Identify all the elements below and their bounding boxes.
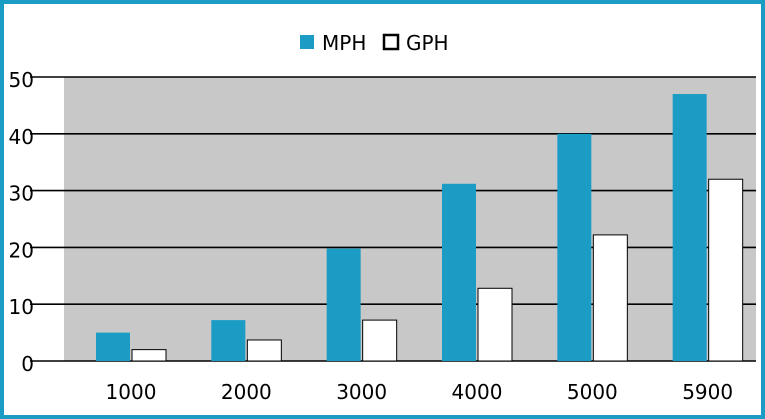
- x-tick-label: 4000: [452, 380, 503, 404]
- plot-area: [64, 77, 756, 361]
- x-tick-label: 2000: [221, 380, 272, 404]
- legend-label-mph: MPH: [322, 31, 366, 55]
- bar-mph-4000: [442, 183, 476, 361]
- legend-swatch-gph: [382, 33, 400, 51]
- x-tick-label: 1000: [106, 380, 157, 404]
- x-axis: 1000 2000 3000 4000 5000 5900: [106, 380, 734, 404]
- y-tick-label: 0: [21, 352, 34, 376]
- y-tick-label: 30: [9, 182, 34, 206]
- bar-mph-1000: [96, 332, 130, 361]
- bar-gph-3000: [362, 319, 398, 362]
- bar-mph-5900: [672, 94, 707, 361]
- bar-chart: MPH GPH 0 10 20 30 40 50 1000 2000 3000 4000 5000 5…: [9, 31, 756, 404]
- bar-gph-2000: [246, 339, 282, 362]
- chart-legend: MPH GPH: [300, 31, 449, 55]
- bar-gph-4000: [477, 287, 513, 362]
- bar-gph-5000: [592, 234, 628, 362]
- bars-group: [96, 94, 744, 362]
- legend-swatch-mph: [300, 35, 314, 49]
- x-tick-label: 5900: [682, 380, 733, 404]
- bar-mph-3000: [326, 248, 361, 361]
- bar-mph-5000: [557, 133, 592, 361]
- gridlines: [30, 76, 756, 362]
- y-tick-label: 50: [9, 68, 34, 92]
- legend-label-gph: GPH: [406, 31, 449, 55]
- y-tick-label: 10: [9, 295, 34, 319]
- bar-gph-1000: [131, 349, 167, 362]
- y-tick-label: 20: [9, 238, 34, 262]
- bar-mph-2000: [211, 320, 246, 361]
- y-axis: 0 10 20 30 40 50: [9, 68, 34, 376]
- bar-gph-5900: [708, 178, 744, 362]
- y-tick-label: 40: [9, 125, 34, 149]
- x-tick-label: 3000: [336, 380, 387, 404]
- x-tick-label: 5000: [567, 380, 618, 404]
